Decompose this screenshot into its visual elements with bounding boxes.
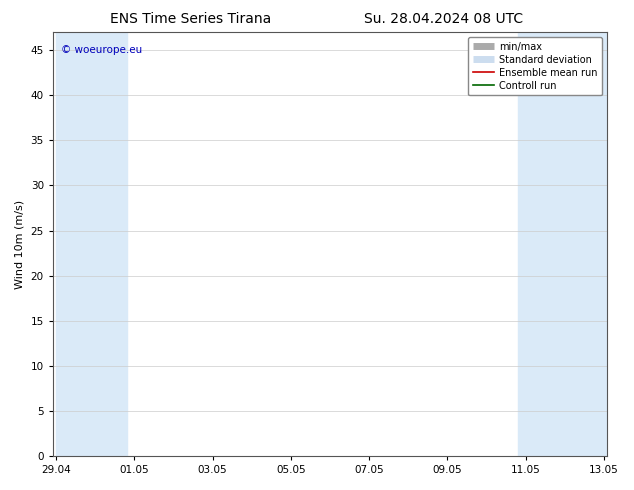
Legend: min/max, Standard deviation, Ensemble mean run, Controll run: min/max, Standard deviation, Ensemble me…: [468, 37, 602, 96]
Bar: [56, 32, 127, 456]
Bar: [518, 32, 612, 456]
Y-axis label: Wind 10m (m/s): Wind 10m (m/s): [15, 199, 25, 289]
Text: Su. 28.04.2024 08 UTC: Su. 28.04.2024 08 UTC: [365, 12, 523, 26]
Text: ENS Time Series Tirana: ENS Time Series Tirana: [110, 12, 271, 26]
Text: © woeurope.eu: © woeurope.eu: [61, 45, 143, 55]
